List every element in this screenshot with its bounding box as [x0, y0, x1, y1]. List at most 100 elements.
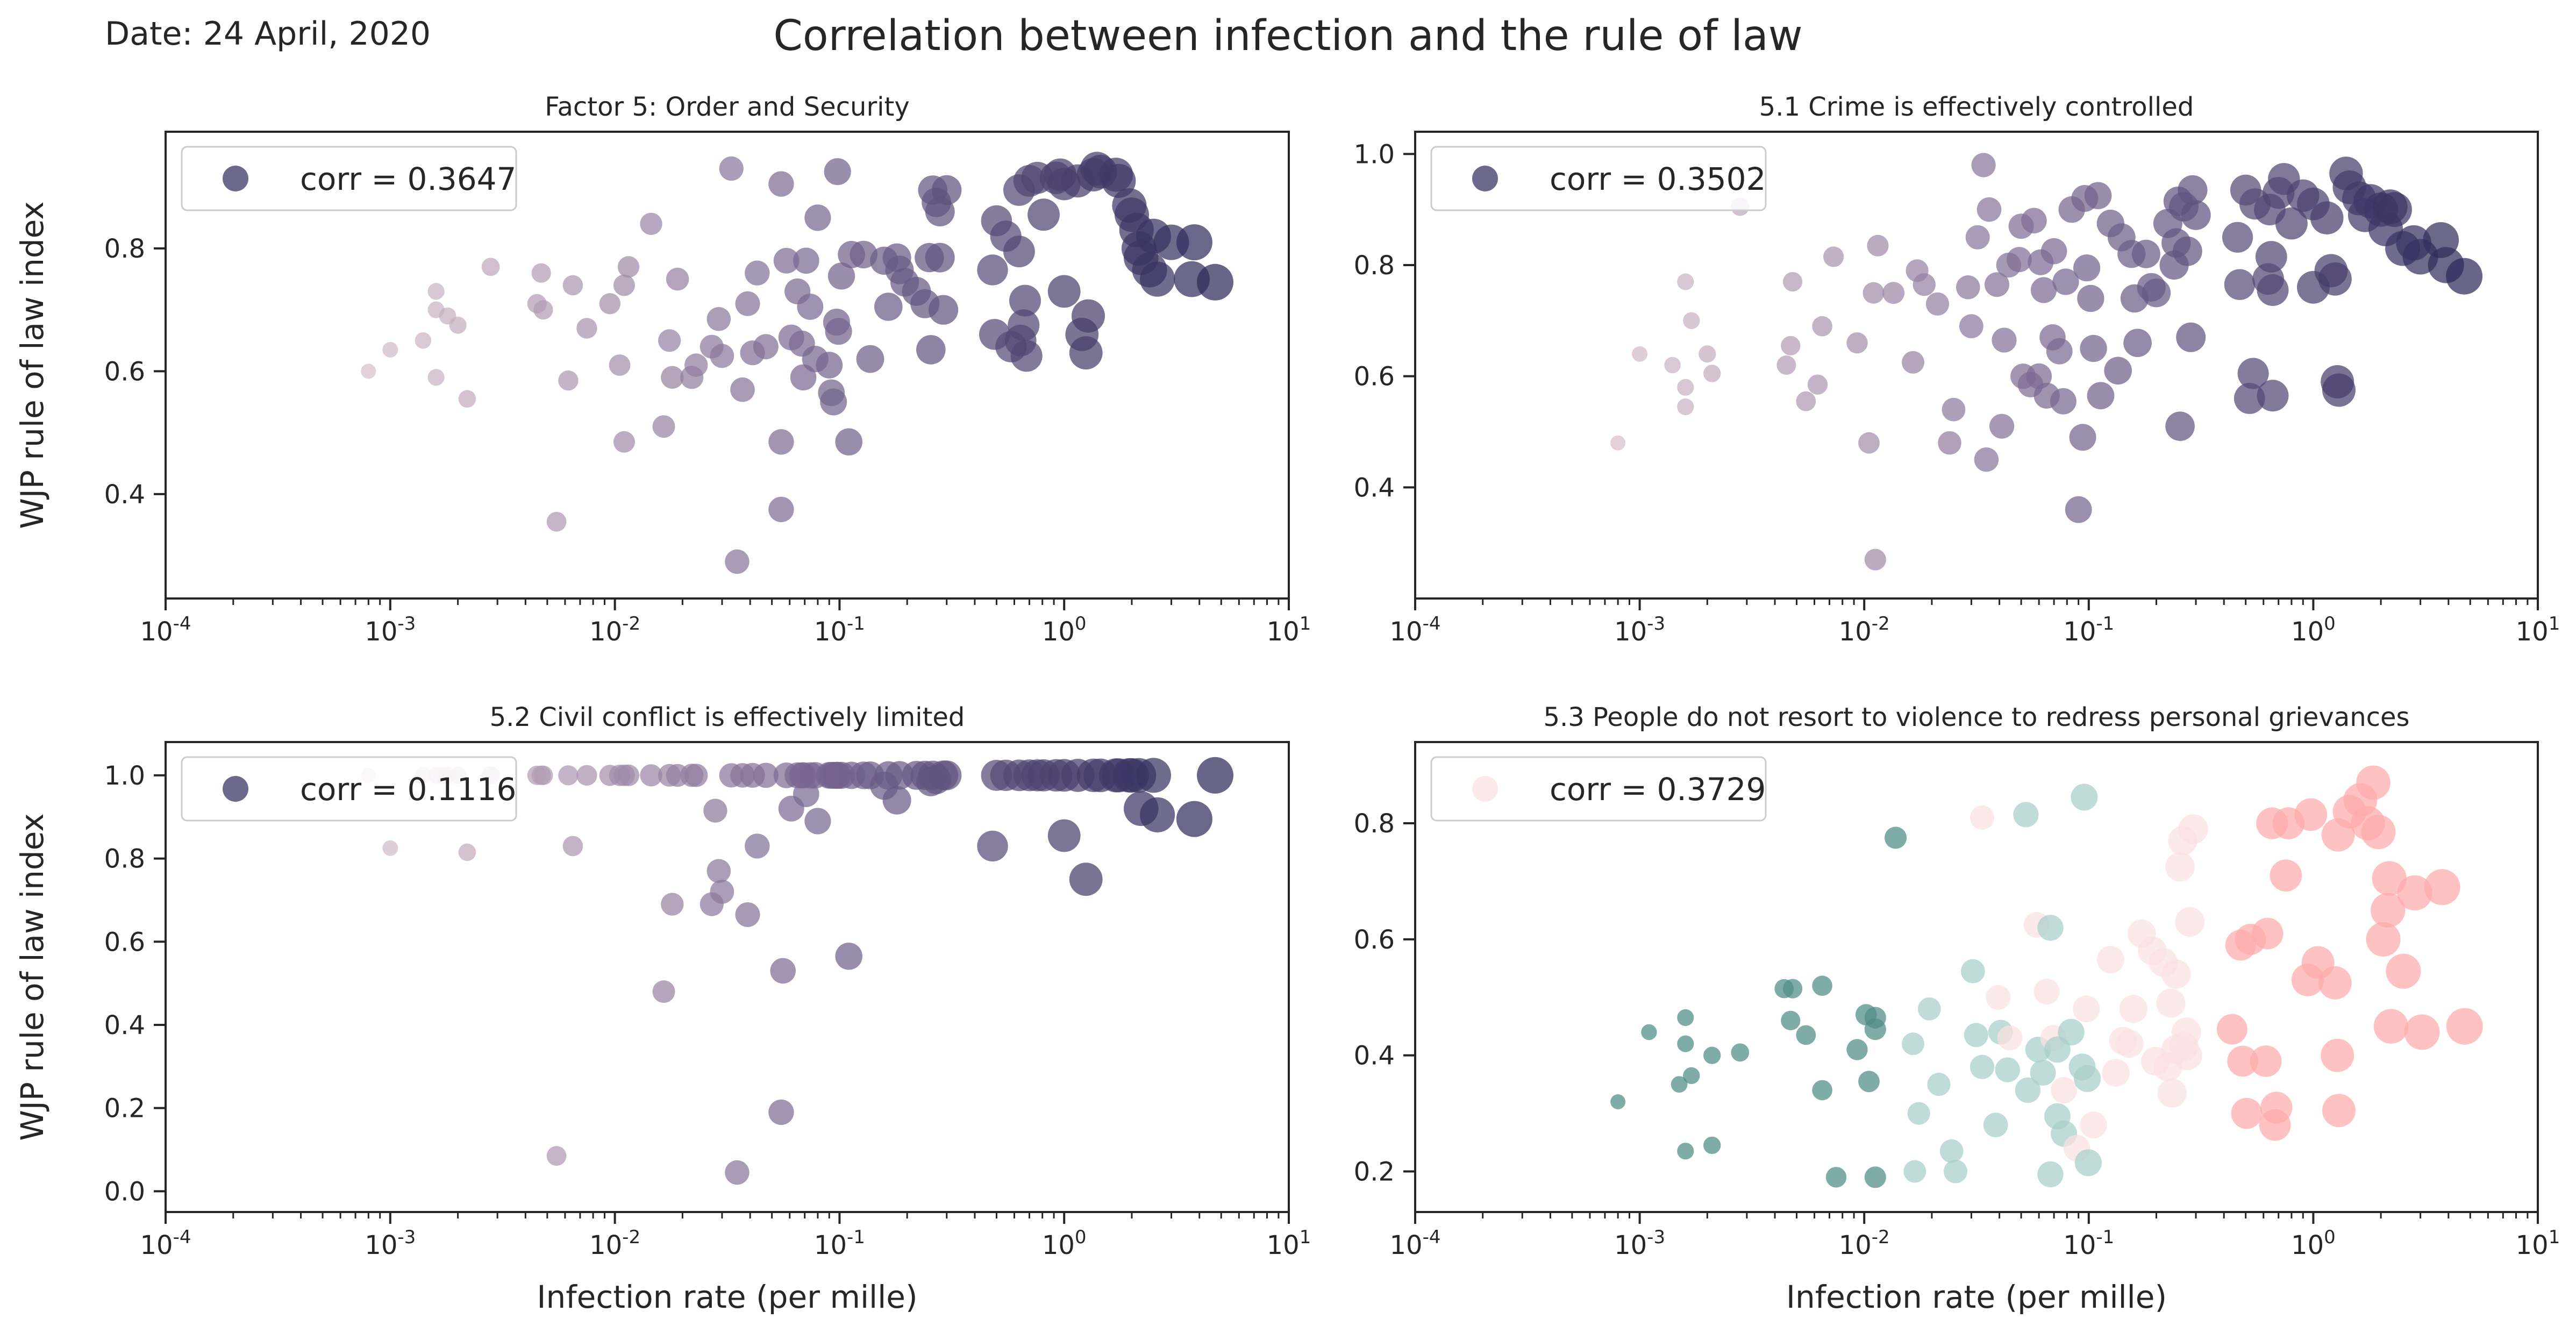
- panel2-data-point: [1677, 273, 1694, 290]
- panel2-data-point: [2310, 201, 2344, 235]
- panel3-legend-marker: [223, 776, 248, 802]
- panel4-data-point: [2015, 1077, 2041, 1103]
- panel4-data-point: [1902, 1032, 1924, 1056]
- panel3-x-tick-label: 101: [1267, 1227, 1311, 1260]
- panel2-legend-label: corr = 0.3502: [1550, 161, 1766, 197]
- panel4-data-point: [2074, 1149, 2102, 1177]
- panel4-data-point: [1846, 1039, 1868, 1060]
- panel2-data-point: [1959, 314, 1983, 339]
- panel3-data-point: [382, 840, 398, 856]
- panel1-data-point: [773, 247, 800, 274]
- panel2-data-point: [1783, 272, 1803, 292]
- panel2-data-point: [1703, 365, 1721, 382]
- panel1-data-point: [617, 256, 640, 278]
- panel1-data-point: [707, 307, 731, 331]
- panel3-data-point: [707, 859, 731, 883]
- panel4-data-point: [2227, 1045, 2259, 1077]
- date-label: Date: 24 April, 2020: [105, 15, 431, 53]
- panel2-data-point: [2176, 322, 2206, 352]
- panel2-y-tick-label: 0.4: [1354, 473, 1395, 503]
- panel4-data-point: [1986, 985, 2011, 1010]
- panel1-data-point: [415, 332, 432, 349]
- panel3-data-point: [745, 833, 770, 859]
- panel3-y-tick-label: 0.2: [104, 1094, 145, 1124]
- panel2-data-point: [2080, 334, 2107, 362]
- panel2-data-point: [2224, 269, 2256, 300]
- panel2-data-point: [1699, 345, 1716, 363]
- panel4-legend-label: corr = 0.3729: [1550, 771, 1766, 808]
- panel4-data-point: [2251, 917, 2284, 950]
- panel3-data-point: [562, 836, 583, 857]
- panel2-data-point: [2069, 424, 2096, 451]
- panel1-legend-box: [181, 146, 517, 211]
- panel4-data-point: [2294, 798, 2328, 831]
- panel1-legend-marker: [223, 166, 248, 191]
- panel3-data-point: [770, 958, 796, 984]
- panel1-data-point: [427, 369, 445, 386]
- panel2-data-point: [1858, 432, 1880, 454]
- panel4-data-point: [2366, 922, 2401, 957]
- panel3-x-axis-label: Infection rate (per mille): [537, 1279, 917, 1315]
- panel1-data-point: [825, 318, 852, 345]
- panel2-data-point: [1807, 374, 1828, 395]
- panel4-data-point: [2096, 946, 2124, 974]
- panel3-data-point: [977, 830, 1008, 862]
- panel4-data-point: [2165, 852, 2195, 882]
- panel2-data-point: [1812, 316, 1832, 337]
- panel1-data-point: [874, 293, 903, 321]
- panel2-data-point: [2077, 284, 2104, 312]
- panel4-data-point: [2071, 783, 2098, 811]
- panel2-title: 5.1 Crime is effectively controlled: [1759, 92, 2194, 122]
- panel2-data-point: [2318, 262, 2352, 296]
- panel3-data-point: [684, 764, 708, 787]
- panel2-data-point: [1632, 346, 1648, 362]
- panel2-data-point: [2046, 338, 2073, 365]
- panel4-data-point: [1917, 997, 1941, 1021]
- panel1-data-point: [533, 300, 553, 320]
- panel2-data-point: [2006, 247, 2032, 273]
- panel2-data-point: [1942, 397, 1966, 422]
- panel3-data-point: [1136, 758, 1171, 793]
- panel3-data-point: [703, 799, 727, 823]
- panel1-data-point: [382, 341, 398, 358]
- panel2-data-point: [2021, 208, 2047, 234]
- panel4-data-point: [2371, 893, 2406, 928]
- panel3-y-tick-label: 0.0: [104, 1177, 145, 1207]
- panel4-data-point: [2373, 1009, 2409, 1044]
- panel1-data-point: [661, 366, 684, 389]
- panel1-data-point: [745, 260, 770, 286]
- panel1-data-point: [613, 431, 635, 453]
- panel1-data-point: [1047, 275, 1081, 308]
- panel4-data-point: [2231, 1097, 2263, 1129]
- panel1-data-point: [546, 511, 567, 532]
- panel4-x-tick-label: 10-2: [1839, 1227, 1890, 1260]
- panel1-y-axis-label: WJP rule of law index: [14, 201, 51, 529]
- panel1-data-point: [1176, 224, 1212, 261]
- panel3-data-point: [735, 902, 760, 927]
- panel2-data-point: [2234, 383, 2265, 414]
- panel3-data-point: [546, 1146, 567, 1166]
- panel2-data-point: [1974, 447, 1999, 472]
- panel3-x-tick-label: 10-3: [365, 1227, 416, 1260]
- panel4-data-point: [1683, 1067, 1700, 1085]
- panel2-data-point: [2172, 236, 2202, 266]
- panel2-data-point: [2255, 241, 2287, 273]
- panel1-x-tick-label: 101: [1267, 613, 1311, 647]
- panel1-data-point: [652, 415, 675, 438]
- panel4-data-point: [1864, 1166, 1886, 1188]
- panel3-data-point: [1047, 819, 1081, 852]
- panel3-data-point: [710, 880, 734, 904]
- panel2-data-point: [2030, 277, 2057, 303]
- panel4-data-point: [1864, 1007, 1886, 1029]
- panel2-data-point: [2065, 496, 2092, 523]
- panel3-data-point: [1069, 863, 1103, 896]
- panel4-data-point: [2356, 765, 2391, 800]
- panel2-x-tick-label: 10-1: [2063, 613, 2114, 647]
- panel1-data-point: [719, 156, 744, 181]
- panel2-x-tick-label: 101: [2516, 613, 2560, 647]
- panel1-data-point: [835, 428, 862, 456]
- panel4-data-point: [1677, 1009, 1694, 1027]
- panel1-data-point: [816, 352, 843, 379]
- panel2-x-tick-label: 10-2: [1839, 613, 1890, 647]
- panel2-x-tick-label: 100: [2291, 613, 2336, 647]
